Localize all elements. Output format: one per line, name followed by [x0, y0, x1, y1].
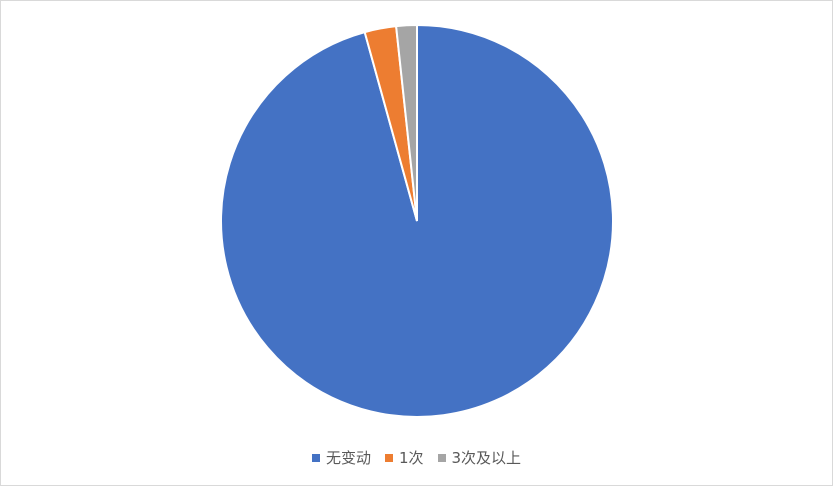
legend: 无变动 1次 3次及以上 [1, 447, 832, 468]
legend-swatch [437, 453, 446, 462]
legend-item: 无变动 [311, 447, 371, 468]
legend-label: 1次 [398, 449, 424, 467]
legend-label: 无变动 [325, 449, 371, 467]
pie-chart [220, 23, 614, 418]
legend-item: 1次 [384, 447, 424, 468]
legend-item: 3次及以上 [437, 447, 522, 468]
legend-label: 3次及以上 [451, 449, 522, 467]
legend-swatch [311, 453, 320, 462]
legend-swatch [384, 453, 393, 462]
pie-slice-2 [395, 23, 418, 222]
